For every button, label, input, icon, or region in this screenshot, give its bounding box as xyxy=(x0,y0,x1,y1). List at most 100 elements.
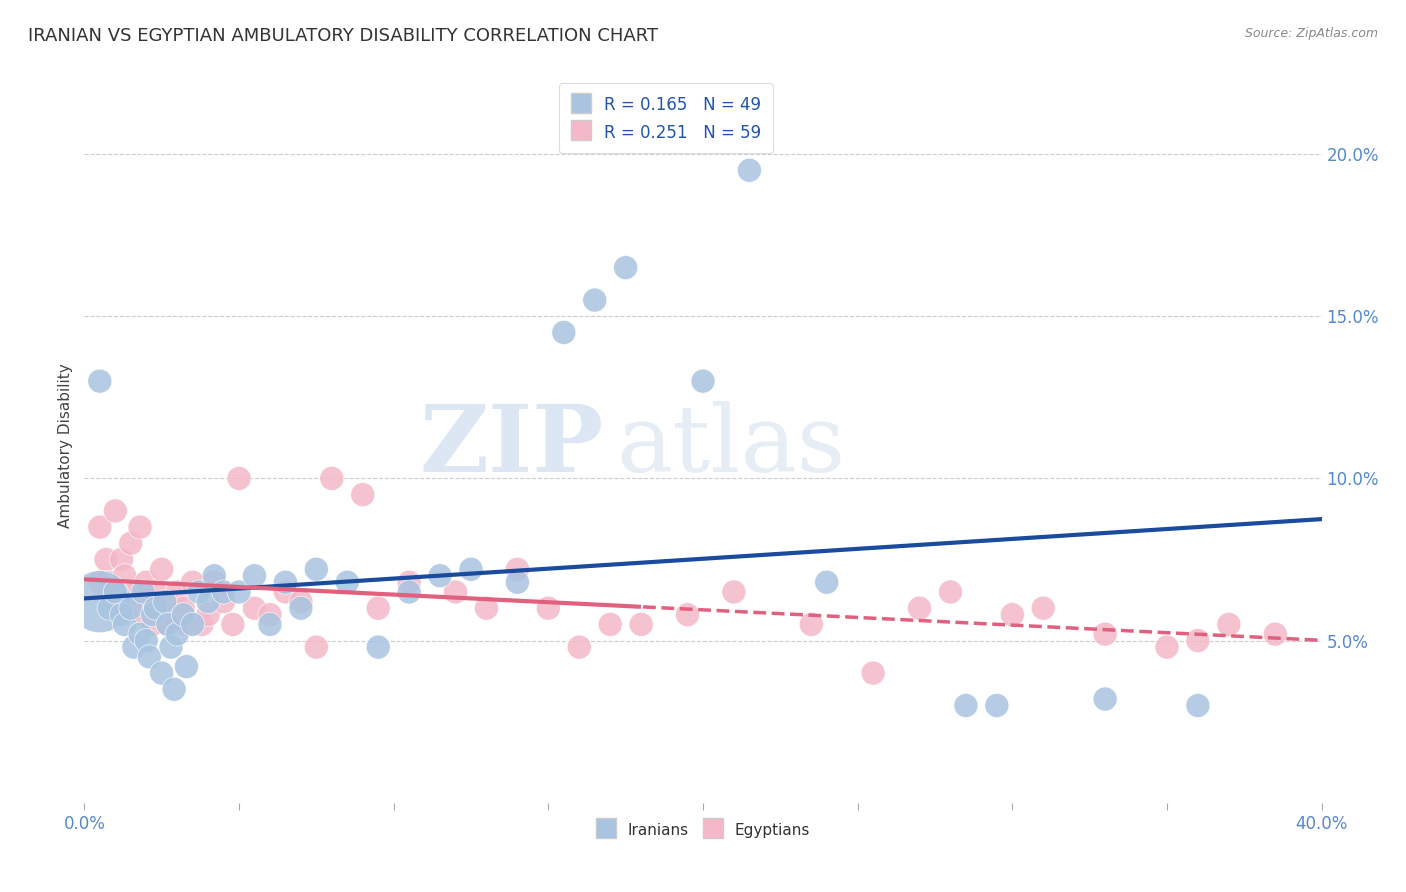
Point xyxy=(138,649,160,664)
Point xyxy=(228,471,250,485)
Point xyxy=(444,585,467,599)
Point xyxy=(104,585,127,599)
Point xyxy=(150,562,173,576)
Point xyxy=(537,601,560,615)
Point xyxy=(398,585,420,599)
Point xyxy=(1094,627,1116,641)
Point xyxy=(160,607,183,622)
Point xyxy=(110,552,132,566)
Point xyxy=(506,575,529,590)
Point xyxy=(243,568,266,582)
Point xyxy=(141,617,163,632)
Point xyxy=(181,617,204,632)
Y-axis label: Ambulatory Disability: Ambulatory Disability xyxy=(58,364,73,528)
Point xyxy=(553,326,575,340)
Point xyxy=(305,640,328,654)
Point xyxy=(274,575,297,590)
Point xyxy=(1264,627,1286,641)
Point xyxy=(583,293,606,307)
Point xyxy=(352,488,374,502)
Point xyxy=(197,607,219,622)
Point xyxy=(212,595,235,609)
Point xyxy=(122,640,145,654)
Point xyxy=(259,607,281,622)
Point xyxy=(89,520,111,534)
Point xyxy=(321,471,343,485)
Point xyxy=(692,374,714,388)
Point xyxy=(222,617,245,632)
Point xyxy=(1094,692,1116,706)
Point xyxy=(114,617,136,632)
Point xyxy=(120,601,142,615)
Point xyxy=(460,562,482,576)
Point xyxy=(160,640,183,654)
Point xyxy=(114,568,136,582)
Point xyxy=(181,575,204,590)
Point xyxy=(1218,617,1240,632)
Point xyxy=(166,585,188,599)
Point xyxy=(104,504,127,518)
Point xyxy=(89,374,111,388)
Point xyxy=(129,627,152,641)
Point xyxy=(290,601,312,615)
Point xyxy=(630,617,652,632)
Point xyxy=(212,585,235,599)
Point xyxy=(110,607,132,622)
Point xyxy=(166,627,188,641)
Point xyxy=(367,640,389,654)
Point xyxy=(172,607,194,622)
Point xyxy=(800,617,823,632)
Point xyxy=(122,585,145,599)
Point xyxy=(1187,633,1209,648)
Point xyxy=(172,601,194,615)
Point xyxy=(138,601,160,615)
Point xyxy=(506,562,529,576)
Point xyxy=(1001,607,1024,622)
Point xyxy=(955,698,977,713)
Point xyxy=(599,617,621,632)
Point xyxy=(290,595,312,609)
Point xyxy=(187,585,209,599)
Text: ZIP: ZIP xyxy=(420,401,605,491)
Point xyxy=(862,666,884,681)
Point xyxy=(141,607,163,622)
Point xyxy=(94,552,117,566)
Text: Source: ZipAtlas.com: Source: ZipAtlas.com xyxy=(1244,27,1378,40)
Point xyxy=(614,260,637,275)
Point xyxy=(202,575,225,590)
Point xyxy=(176,617,198,632)
Point xyxy=(243,601,266,615)
Point xyxy=(129,520,152,534)
Point xyxy=(723,585,745,599)
Point xyxy=(89,595,111,609)
Point xyxy=(135,633,157,648)
Text: IRANIAN VS EGYPTIAN AMBULATORY DISABILITY CORRELATION CHART: IRANIAN VS EGYPTIAN AMBULATORY DISABILIT… xyxy=(28,27,658,45)
Point xyxy=(98,575,121,590)
Text: atlas: atlas xyxy=(616,401,845,491)
Point xyxy=(738,163,761,178)
Point xyxy=(176,659,198,673)
Point xyxy=(98,601,121,615)
Point xyxy=(676,607,699,622)
Point xyxy=(153,601,176,615)
Point xyxy=(156,617,179,632)
Point xyxy=(986,698,1008,713)
Point xyxy=(475,601,498,615)
Point xyxy=(89,575,111,590)
Point xyxy=(305,562,328,576)
Point xyxy=(367,601,389,615)
Point xyxy=(1032,601,1054,615)
Point xyxy=(120,536,142,550)
Point xyxy=(191,617,214,632)
Legend: Iranians, Egyptians: Iranians, Egyptians xyxy=(591,815,815,845)
Point xyxy=(1156,640,1178,654)
Point xyxy=(815,575,838,590)
Point xyxy=(156,617,179,632)
Point xyxy=(336,575,359,590)
Point xyxy=(939,585,962,599)
Point xyxy=(274,585,297,599)
Point xyxy=(163,682,186,697)
Point xyxy=(429,568,451,582)
Point xyxy=(145,585,167,599)
Point xyxy=(132,585,155,599)
